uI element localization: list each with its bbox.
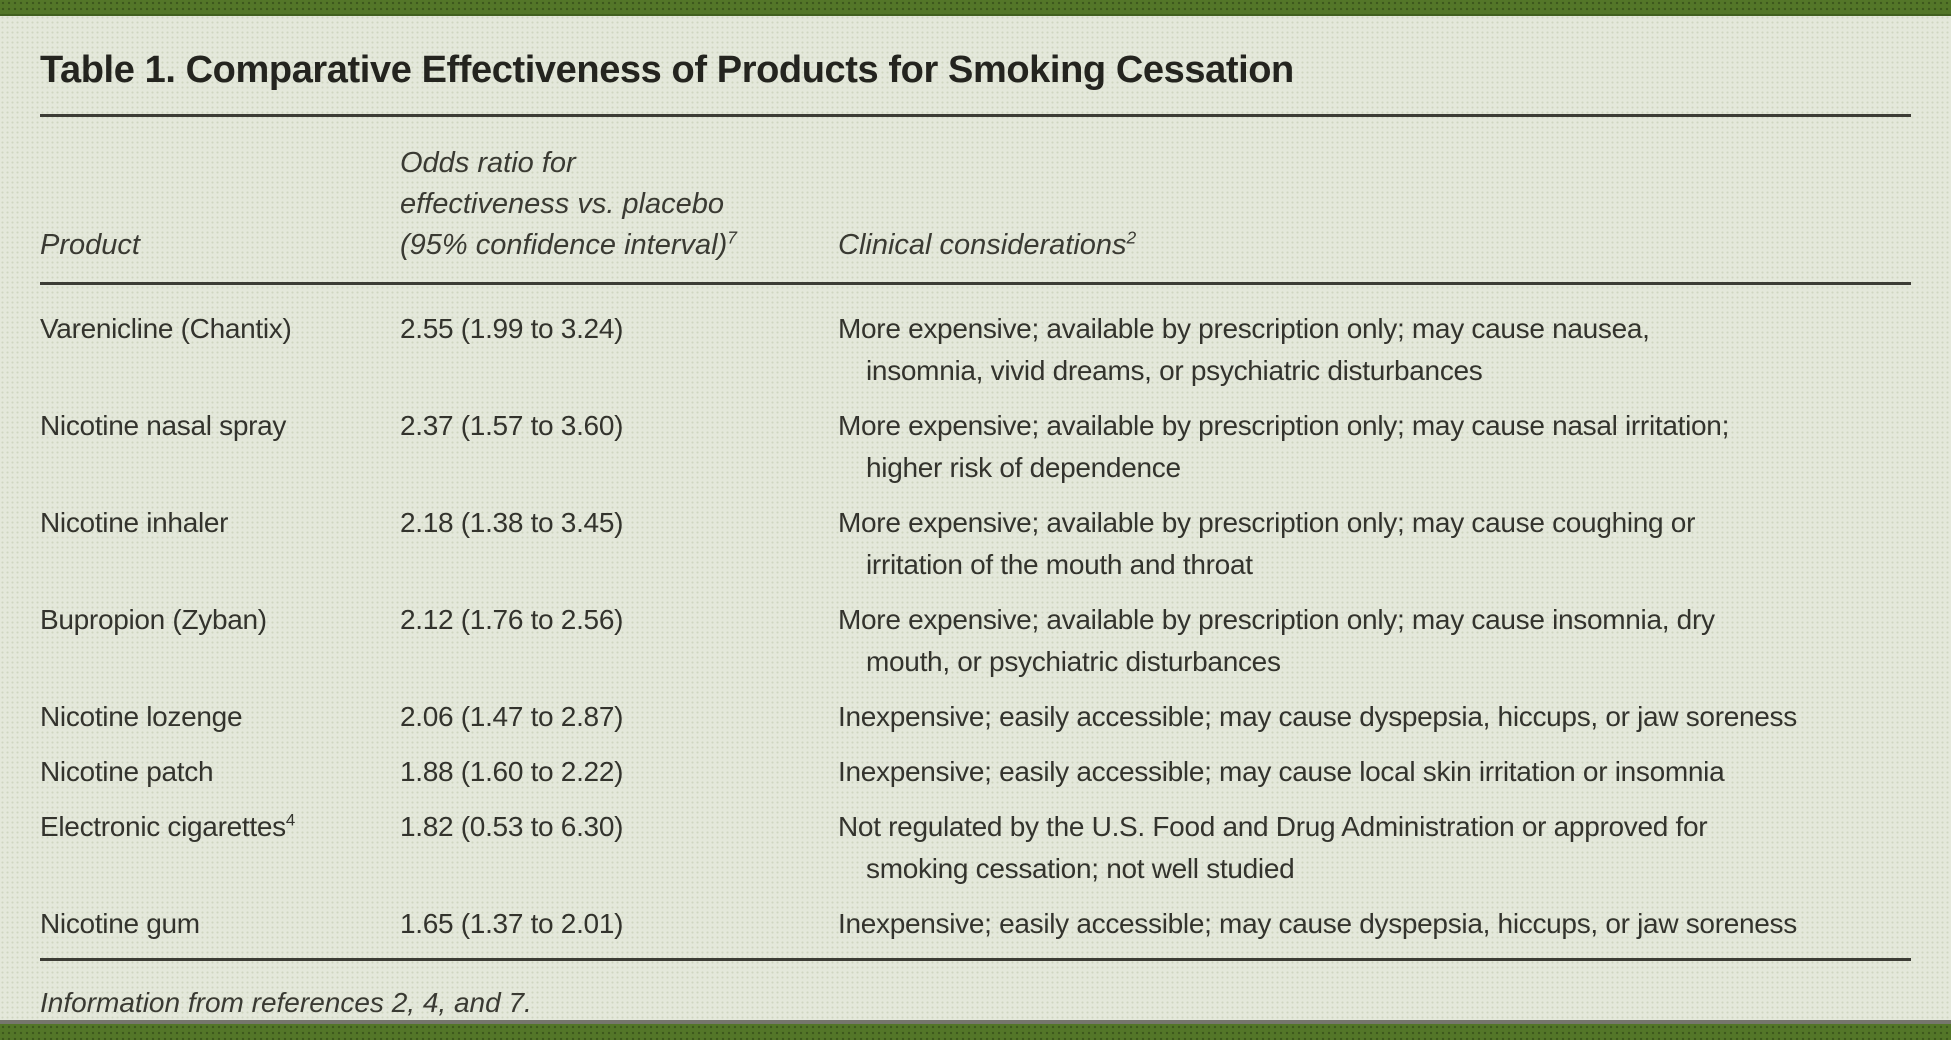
- product-cell: Electronic cigarettes4: [40, 810, 295, 843]
- column-header-odds-ratio: Odds ratio for effectiveness vs. placebo…: [400, 143, 838, 266]
- column-header-product: Product: [40, 225, 400, 266]
- product-reference-superscript: 4: [285, 810, 295, 830]
- odds-ratio-cell: 1.82 (0.53 to 6.30): [400, 811, 624, 843]
- odds-ratio-cell: 2.55 (1.99 to 3.24): [400, 313, 624, 345]
- table-row: Nicotine lozenge 2.06 (1.47 to 2.87) Ine…: [40, 696, 1911, 738]
- product-cell: Varenicline (Chantix): [40, 313, 292, 345]
- table-row: Nicotine nasal spray 2.37 (1.57 to 3.60)…: [40, 405, 1911, 489]
- considerations-cell: Inexpensive; easily accessible; may caus…: [838, 701, 1797, 733]
- column-header-clinical: Clinical considerations2: [838, 225, 1918, 266]
- considerations-cell: More expensive; available by prescriptio…: [838, 410, 1730, 484]
- considerations-cell: More expensive; available by prescriptio…: [838, 604, 1715, 678]
- table-row: Nicotine patch 1.88 (1.60 to 2.22) Inexp…: [40, 751, 1911, 793]
- bottom-rule: [40, 958, 1911, 962]
- considerations-cell: Inexpensive; easily accessible; may caus…: [838, 756, 1725, 788]
- clinical-header-reference-superscript: 2: [1126, 227, 1137, 248]
- bottom-divider-line: [0, 1020, 1951, 1024]
- considerations-cell: Not regulated by the U.S. Food and Drug …: [838, 811, 1708, 885]
- considerations-cell: More expensive; available by prescriptio…: [838, 507, 1696, 581]
- considerations-cell: More expensive; available by prescriptio…: [838, 313, 1650, 387]
- table-body: Varenicline (Chantix) 2.55 (1.99 to 3.24…: [40, 285, 1911, 945]
- bottom-border-bar: [0, 1024, 1951, 1040]
- odds-header-line1: Odds ratio for: [400, 147, 576, 180]
- product-cell: Nicotine gum: [40, 908, 200, 940]
- product-cell: Nicotine patch: [40, 756, 214, 788]
- column-header-clinical-label: Clinical considerations: [838, 229, 1127, 262]
- column-header-product-label: Product: [40, 229, 140, 262]
- considerations-cell: Inexpensive; easily accessible; may caus…: [838, 908, 1797, 940]
- odds-ratio-cell: 1.88 (1.60 to 2.22): [400, 756, 624, 788]
- table-row: Nicotine gum 1.65 (1.37 to 2.01) Inexpen…: [40, 903, 1911, 945]
- odds-ratio-cell: 1.65 (1.37 to 2.01): [400, 908, 624, 940]
- table-footnote: Information from references 2, 4, and 7.: [40, 987, 532, 1019]
- odds-header-line2: effectiveness vs. placebo: [400, 188, 725, 221]
- odds-ratio-cell: 2.18 (1.38 to 3.45): [400, 507, 624, 539]
- table-container: Table 1. Comparative Effectiveness of Pr…: [0, 16, 1951, 1019]
- odds-ratio-cell: 2.37 (1.57 to 3.60): [400, 410, 624, 442]
- column-header-row: Product Odds ratio for effectiveness vs.…: [40, 143, 1911, 282]
- bottom-border: [0, 1020, 1951, 1040]
- odds-header-reference-superscript: 7: [727, 227, 737, 248]
- table-row: Electronic cigarettes4 1.82 (0.53 to 6.3…: [40, 806, 1911, 890]
- table-row: Nicotine inhaler 2.18 (1.38 to 3.45) Mor…: [40, 502, 1911, 586]
- product-cell: Nicotine nasal spray: [40, 410, 287, 442]
- odds-ratio-cell: 2.12 (1.76 to 2.56): [400, 604, 624, 636]
- odds-ratio-cell: 2.06 (1.47 to 2.87): [400, 701, 624, 733]
- product-cell: Nicotine inhaler: [40, 507, 229, 539]
- odds-header-line3: (95% confidence interval)7: [400, 227, 737, 262]
- header-rule: [40, 282, 1911, 286]
- top-border-bar: [0, 0, 1951, 16]
- title-rule: [40, 114, 1911, 118]
- table-row: Varenicline (Chantix) 2.55 (1.99 to 3.24…: [40, 308, 1911, 392]
- table-title: Table 1. Comparative Effectiveness of Pr…: [40, 49, 1294, 91]
- table-row: Bupropion (Zyban) 2.12 (1.76 to 2.56) Mo…: [40, 599, 1911, 683]
- product-cell: Bupropion (Zyban): [40, 604, 267, 636]
- product-cell: Nicotine lozenge: [40, 701, 243, 733]
